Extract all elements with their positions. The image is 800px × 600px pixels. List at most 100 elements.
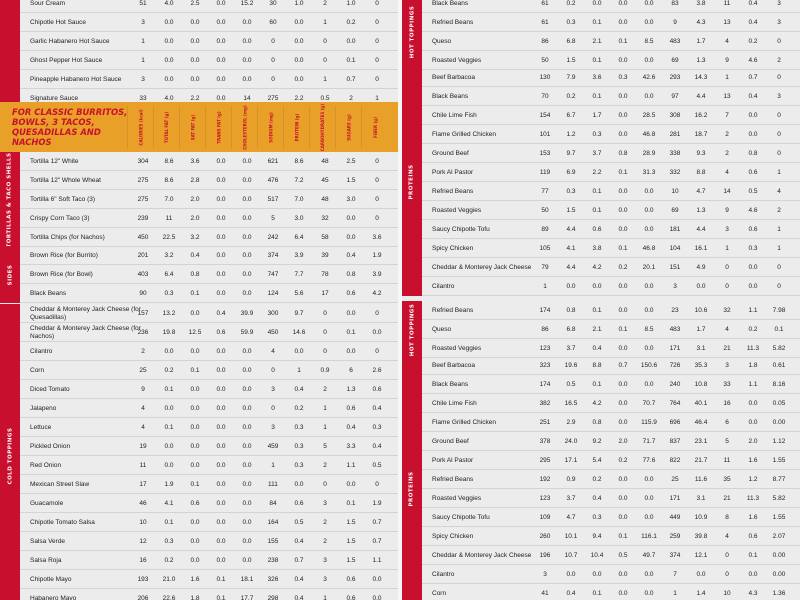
nutrient-value: 295 — [539, 457, 551, 464]
nutrient-value: 6 — [349, 367, 353, 374]
item-name: Tortilla 12" Whole Wheat — [30, 177, 101, 184]
nutrient-value: 1.8 — [190, 595, 200, 600]
item-name: Black Beans — [432, 0, 469, 7]
nutrient-value: 60 — [269, 19, 277, 26]
nutrient-value: 1 — [323, 595, 327, 600]
nutrient-value: 0.00 — [772, 571, 786, 578]
nutrient-value: 0.0 — [242, 196, 252, 203]
nutrient-value: 3.7 — [566, 345, 576, 352]
nutrient-value: 0.00 — [772, 552, 786, 559]
nutrient-value: 0.3 — [294, 462, 304, 469]
nutrient-value: 0.0 — [618, 476, 628, 483]
nutrient-value: 726 — [669, 362, 681, 369]
nutrient-value: 8.16 — [772, 381, 786, 388]
nutrient-value: 0 — [777, 38, 781, 45]
nutrient-value: 3.7 — [566, 495, 576, 502]
nutrient-value: 0.0 — [696, 571, 706, 578]
nutrient-value: 0.0 — [372, 595, 382, 600]
nutrient-value: 3.0 — [346, 196, 356, 203]
item-name: Flame Grilled Chicken — [432, 131, 496, 138]
nutrient-value: 0.0 — [294, 348, 304, 355]
nutrient-value: 153 — [539, 150, 551, 157]
table-row: Beef Barbacoa 130 7.9 3.6 0.3 42.6 293 14.3 1 0.7… — [422, 68, 800, 87]
nutrient-value: 0.1 — [216, 595, 226, 600]
item-name: Spicy Chicken — [432, 533, 474, 540]
nutrient-value: 0.5 — [320, 95, 330, 102]
table-row: Saucy Chipotle Tofu 89 4.4 0.6 0.0 0.0 181 4.4 3… — [422, 220, 800, 239]
table-row: Roasted Veggies 50 1.5 0.1 0.0 0.0 69 1.3 9 4.6 2 — [422, 51, 800, 70]
nutrient-value: 1 — [297, 367, 301, 374]
nutrient-value: 1 — [323, 19, 327, 26]
nutrient-value: 3.3 — [346, 443, 356, 450]
nutrient-value: 1 — [777, 169, 781, 176]
hot-category-label: HOT TOPPINGS — [409, 5, 415, 59]
nutrient-value: 0.0 — [190, 19, 200, 26]
nutrient-value: 4.4 — [566, 226, 576, 233]
nutrient-value: 304 — [137, 158, 149, 165]
table-row: Ghost Pepper Hot Sauce 1 0.0 0.0 0.0 0.0 0 0.0 0… — [20, 51, 398, 70]
nutrient-value: 0.2 — [748, 38, 758, 45]
nutrient-value: 4.2 — [592, 400, 602, 407]
nutrient-value: 46 — [139, 500, 147, 507]
nutrient-value: 1.7 — [696, 326, 706, 333]
item-name: Queso — [432, 38, 452, 45]
nutrient-value: 0.3 — [748, 245, 758, 252]
nutrient-value: 1.2 — [566, 131, 576, 138]
item-name: Corn — [432, 590, 447, 597]
tortillas-category-label: TORTILLAS & TACO SHELLS — [7, 151, 14, 248]
column-header: FIBER (g) — [362, 104, 388, 150]
nutrient-value: 1.1 — [748, 307, 758, 314]
nutrient-value: 3.2 — [190, 234, 200, 241]
nutrient-value: 111 — [268, 481, 278, 488]
nutrient-value: 116.1 — [641, 533, 657, 540]
nutrient-value: 5 — [323, 443, 327, 450]
item-name: Black Beans — [30, 290, 67, 297]
nutrient-value: 3.6 — [372, 234, 382, 241]
nutrient-value: 1.0 — [294, 0, 304, 7]
nutrient-value: 4 — [725, 169, 729, 176]
nutrient-value: 42.6 — [642, 74, 656, 81]
nutrient-value: 1.6 — [748, 457, 758, 464]
sauces-side-bar — [0, 0, 20, 108]
nutrient-value: 3.1 — [696, 495, 706, 502]
nutrient-value: 150.6 — [640, 362, 658, 369]
table-row: Ground Beef 153 9.7 3.7 0.8 28.9 338 9.3 2 0.8 0 — [422, 144, 800, 163]
table-row: Corn 25 0.2 0.1 0.0 0.0 0 1 0.9 6 2.6 — [20, 361, 398, 380]
nutrient-value: 0.4 — [294, 538, 304, 545]
nutrient-value: 0.0 — [216, 252, 226, 259]
item-name: Saucy Chipotle Tofu — [432, 514, 490, 521]
nutrient-value: 0.0 — [216, 0, 226, 7]
table-row: Black Beans 61 0.2 0.0 0.0 0.0 83 3.8 11 0.4 3 — [422, 0, 800, 13]
item-name: Refried Beans — [432, 188, 474, 195]
nutrient-value: 22.6 — [162, 595, 176, 600]
nutrient-value: 3.8 — [592, 245, 602, 252]
nutrient-value: 18.7 — [694, 131, 708, 138]
nutrient-value: 79 — [541, 264, 549, 271]
nutrient-value: 2.0 — [190, 196, 200, 203]
nutrient-value: 0.0 — [242, 76, 252, 83]
table-row: Refried Beans 61 0.3 0.1 0.0 0.0 9 4.3 13 0.4 3 — [422, 13, 800, 32]
item-name: Refried Beans — [432, 19, 474, 26]
hot2-section: HOT TOPPINGS Refried Beans 174 0.8 0.1 0.0 0.0… — [402, 301, 800, 358]
nutrient-value: 0.0 — [216, 557, 226, 564]
nutrient-value: 326 — [267, 576, 279, 583]
nutrient-value: 1.6 — [748, 514, 758, 521]
nutrient-value: 0.0 — [216, 519, 226, 526]
nutrient-value: 22.5 — [162, 234, 176, 241]
nutrient-value: 1 — [271, 462, 275, 469]
nutrient-value: 3 — [725, 362, 729, 369]
nutrient-value: 0.0 — [216, 462, 226, 469]
nutrient-value: 9.4 — [592, 533, 602, 540]
proteins2-section: PROTEINS Beef Barbacoa 323 19.6 8.8 0.7 150.6 7… — [402, 356, 800, 600]
nutrient-value: 11.3 — [746, 345, 760, 352]
nutrient-value: 0.7 — [618, 362, 628, 369]
table-row: Pickled Onion 19 0.0 0.0 0.0 0.0 459 0.3 5 3.3 0.4 — [20, 437, 398, 456]
column-header-label: CALORIES (kcal) — [138, 108, 144, 146]
nutrient-value: 0.4 — [592, 495, 602, 502]
nutrient-value: 3 — [673, 283, 677, 290]
nutrient-value: 14 — [243, 95, 251, 102]
nutrient-value: 0.0 — [190, 310, 200, 317]
nutrient-value: 9 — [673, 19, 677, 26]
nutrient-value: 4.6 — [748, 207, 758, 214]
nutrient-value: 13.2 — [162, 310, 176, 317]
